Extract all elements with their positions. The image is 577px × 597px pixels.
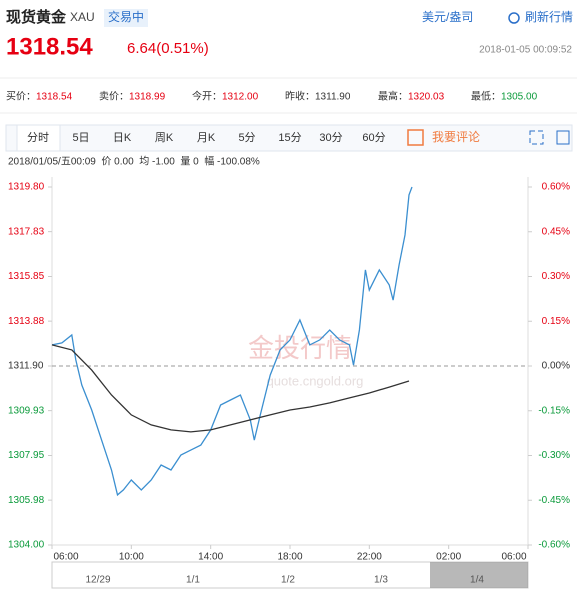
x-tick-label: 06:00 [501, 552, 526, 563]
y-tick-label: 1305.98 [8, 495, 45, 506]
title: 现货黄金 [6, 8, 67, 26]
x-tick-label: 02:00 [436, 552, 461, 563]
code: XAU [70, 10, 95, 24]
tab[interactable]: 日K [113, 132, 132, 144]
tab[interactable]: 月K [197, 132, 216, 144]
status: 交易中 [108, 9, 144, 24]
tab-bar [5, 124, 573, 152]
fullscreen-icon[interactable] [529, 130, 544, 145]
stat-value: 1312.00 [222, 92, 259, 103]
status-bg [104, 9, 148, 27]
stat-value: 1311.90 [315, 92, 351, 103]
navigator-label: 1/3 [374, 575, 388, 586]
stat-label: 今开： [192, 90, 222, 103]
refresh-link[interactable]: 刷新行情 [525, 9, 573, 24]
x-tick-label: 06:00 [53, 552, 78, 563]
y2-tick-label: 0.15% [542, 316, 570, 327]
stat-value: 1318.54 [36, 92, 73, 103]
navigator-window[interactable] [430, 562, 528, 588]
x-tick-label: 10:00 [119, 552, 144, 563]
price-line [51, 186, 413, 497]
stat-label: 最低： [471, 90, 501, 103]
price-line [51, 344, 410, 433]
y-tick-label: 1309.93 [8, 405, 45, 416]
y-tick-label: 1313.88 [8, 316, 45, 327]
stat-label: 最高： [378, 90, 408, 103]
unit-link[interactable]: 美元/盎司 [422, 10, 473, 24]
y2-tick-label: 0.60% [542, 182, 570, 193]
y-tick-label: 1307.95 [8, 450, 45, 461]
tab[interactable]: 30分 [319, 131, 342, 144]
y-tick-label: 1304.00 [8, 540, 45, 551]
stat-label: 昨收： [285, 90, 315, 103]
y2-tick-label: 0.30% [542, 271, 570, 282]
y-tick-label: 1311.90 [8, 361, 44, 372]
x-tick-label: 22:00 [357, 552, 382, 563]
stat-value: 1320.03 [408, 92, 445, 103]
settings-icon[interactable] [556, 130, 570, 145]
y-tick-label: 1319.80 [8, 182, 45, 193]
y-tick-label: 1315.85 [8, 271, 45, 282]
stat-value: 1305.00 [501, 92, 538, 103]
y2-tick-label: 0.00% [542, 361, 570, 372]
tab-active [16, 124, 61, 152]
tab[interactable]: 15分 [278, 131, 301, 144]
y2-tick-label: -0.45% [538, 495, 570, 506]
stat-label: 买价： [6, 91, 36, 103]
info-line: 2018/01/05/五00:09 价 0.00 均 -1.00 量 0 幅 -… [8, 155, 260, 168]
x-tick-label: 18:00 [277, 552, 302, 563]
tab[interactable]: 5日 [72, 132, 89, 144]
comment[interactable]: 我要评论 [432, 130, 480, 144]
stat-label: 卖价： [99, 91, 129, 103]
time: 2018-01-05 00:09:52 [479, 45, 572, 56]
y2-tick-label: -0.30% [538, 450, 570, 461]
navigator-label: 12/29 [85, 575, 110, 586]
price: 1318.54 [6, 33, 93, 60]
navigator-label: 1/1 [186, 575, 200, 586]
navigator-label: 1/4 [470, 575, 484, 586]
y2-tick-label: -0.60% [538, 540, 570, 551]
stat-value: 1318.99 [129, 92, 166, 103]
navigator-label: 1/2 [281, 575, 295, 586]
refresh-icon[interactable] [508, 12, 520, 24]
tab[interactable]: 60分 [362, 131, 385, 144]
tab[interactable]: 分时 [27, 131, 49, 144]
comment-icon[interactable] [407, 129, 424, 146]
y-tick-label: 1317.83 [8, 226, 45, 237]
x-tick-label: 14:00 [198, 552, 223, 563]
y2-tick-label: -0.15% [538, 405, 570, 416]
tab[interactable]: 5分 [238, 131, 255, 144]
watermark-site: quote.cngold.org [267, 373, 364, 388]
change: 6.64(0.51%) [127, 40, 209, 57]
tab[interactable]: 周K [155, 131, 174, 144]
y2-tick-label: 0.45% [542, 226, 570, 237]
watermark: 金投行情 [248, 333, 352, 363]
